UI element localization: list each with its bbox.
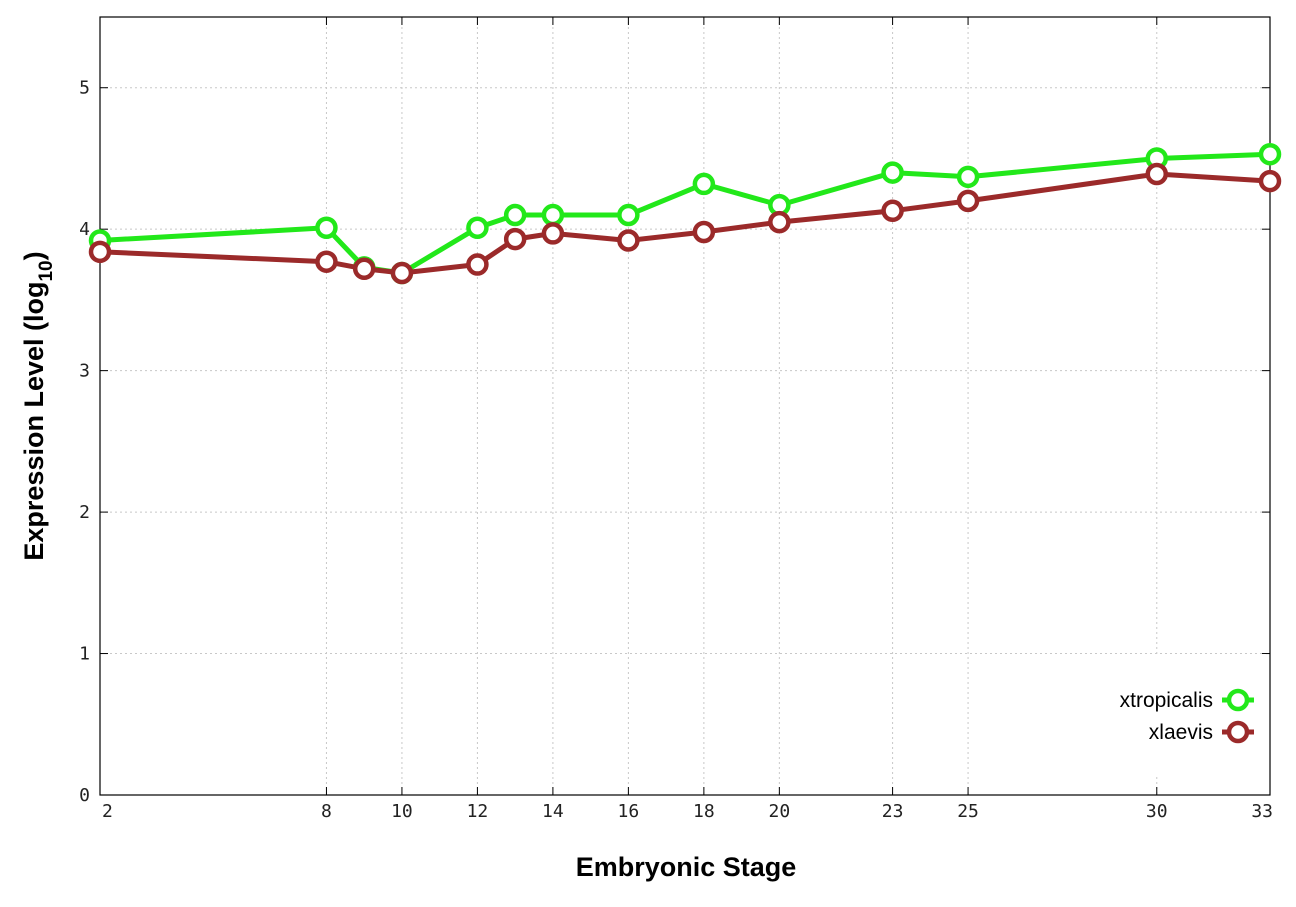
- y-tick-label: 2: [79, 502, 90, 523]
- legend-swatch-marker: [1226, 720, 1250, 744]
- series-line: [99, 151, 1271, 276]
- y-tick-label: 3: [79, 361, 90, 382]
- x-tick-label: 16: [618, 801, 640, 822]
- y-tick-label: 1: [79, 644, 90, 665]
- series-line: [99, 171, 1271, 276]
- legend-background: [1072, 654, 1266, 774]
- y-tick-label: 0: [79, 785, 90, 806]
- data-point: [503, 227, 527, 251]
- data-point: [692, 172, 716, 196]
- data-point: [1258, 142, 1282, 166]
- y-axis-title-subscript: 10: [36, 260, 57, 281]
- data-point: [315, 250, 338, 273]
- x-tick-label: 18: [693, 801, 715, 822]
- data-point: [466, 216, 489, 240]
- legend-label: xlaevis: [1149, 721, 1213, 744]
- x-tick-label: 2: [102, 801, 113, 822]
- series-xlaevis: [88, 162, 1282, 285]
- data-point: [315, 216, 338, 240]
- data-point: [503, 203, 527, 227]
- data-point: [1145, 162, 1169, 186]
- data-point: [390, 261, 414, 285]
- data-point: [466, 253, 489, 276]
- legend-label: xtropicalis: [1120, 689, 1213, 712]
- data-point: [692, 220, 716, 244]
- x-tick-label: 23: [882, 801, 904, 822]
- x-tick-label: 20: [769, 801, 791, 822]
- data-point: [617, 203, 640, 227]
- y-tick-label: 4: [79, 219, 90, 240]
- y-tick-label: 5: [79, 78, 90, 99]
- x-tick-label: 12: [467, 801, 489, 822]
- data-point: [352, 257, 376, 281]
- y-axis-title-close: ): [19, 251, 49, 260]
- data-point: [768, 210, 791, 234]
- data-point: [956, 165, 980, 189]
- y-axis-title-main: Expression Level (log: [19, 282, 49, 561]
- legend-swatch-marker: [1226, 688, 1250, 712]
- y-axis-title: Expression Level (log10): [19, 251, 57, 560]
- x-tick-label: 10: [391, 801, 413, 822]
- plot-frame: [99, 16, 1271, 796]
- data-point: [617, 229, 640, 252]
- x-tick-label: 8: [321, 801, 332, 822]
- x-tick-label: 14: [542, 801, 564, 822]
- data-point: [956, 189, 980, 213]
- data-point: [88, 240, 112, 264]
- x-tick-label: 30: [1146, 801, 1168, 822]
- legend: xtropicalis xlaevis: [1072, 654, 1266, 774]
- x-tick-label: 25: [957, 801, 979, 822]
- series-group: [88, 142, 1282, 285]
- x-axis-title: Embryonic Stage: [576, 852, 797, 882]
- data-point: [881, 199, 904, 223]
- x-tick-label: 33: [1251, 801, 1273, 822]
- data-point: [541, 203, 565, 227]
- data-point: [541, 222, 565, 245]
- data-point: [881, 161, 904, 184]
- data-point: [1258, 169, 1282, 193]
